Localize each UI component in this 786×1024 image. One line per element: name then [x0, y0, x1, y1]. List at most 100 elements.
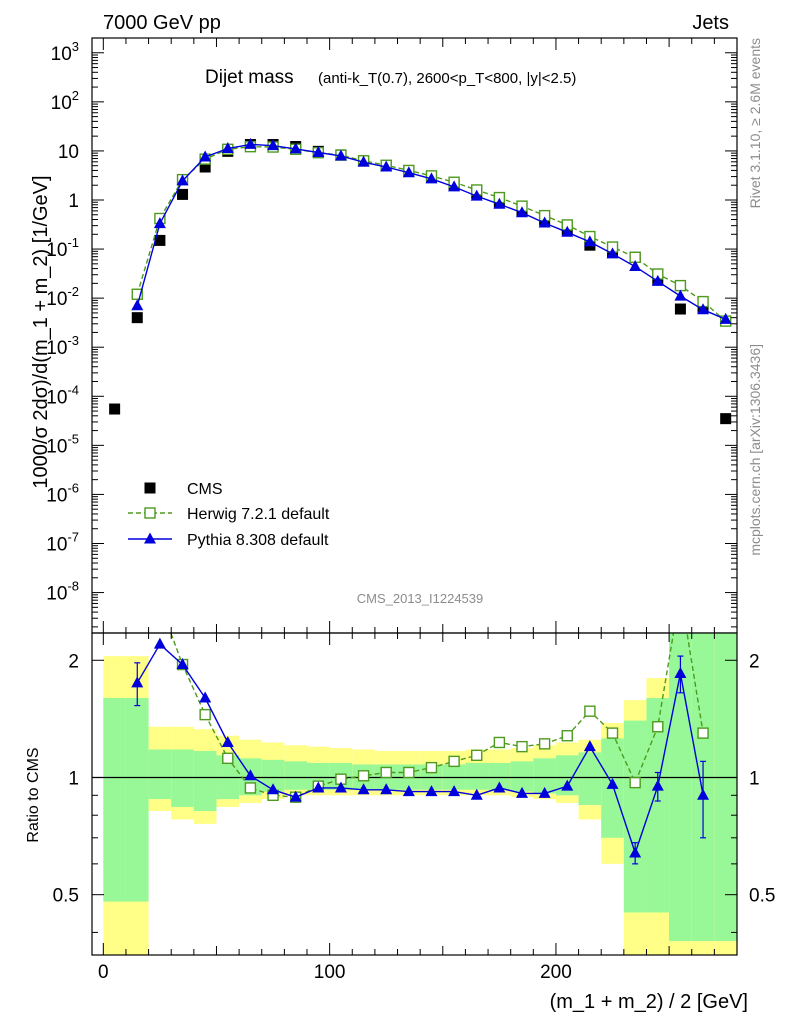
herwig-main-point — [674, 279, 687, 292]
pythia-ratio-point — [221, 735, 234, 747]
pythia-ratio-point — [538, 786, 551, 798]
ratio-frame — [91, 632, 738, 956]
chart-title: Dijet mass — [205, 67, 294, 88]
pythia-ratio-point — [176, 658, 189, 670]
ratio-band-inner — [284, 761, 307, 790]
pythia-main-point — [425, 172, 438, 184]
ratio-series-group — [131, 633, 710, 865]
pythia-main-point — [538, 216, 551, 228]
cms-main-point — [720, 413, 732, 425]
pythia-ratio-point — [493, 781, 506, 793]
pythia-ratio-point — [244, 769, 257, 781]
herwig-ratio-point — [652, 721, 664, 733]
herwig-ratio-point — [697, 727, 709, 739]
pythia-ratio-point — [199, 691, 212, 703]
pythia-main-point — [357, 155, 370, 167]
header-right: Jets — [692, 12, 729, 34]
main-panel: 10-8 10-7 10-6 10-5 10-4 10-3 10-2 10-1 1 10 102 10… — [46, 37, 738, 634]
herwig-ratio-point — [629, 776, 641, 789]
main-y-tick-label: 10-4 — [46, 382, 79, 408]
ratio-band-inner — [193, 750, 217, 812]
ratio-y-axis-label: Ratio to CMS — [25, 747, 42, 842]
cms-main-point — [674, 303, 686, 315]
ratio-y-tick-label: 0.5 — [53, 886, 79, 907]
legend-herwig-marker — [144, 507, 156, 519]
pythia-ratio-point — [153, 637, 166, 649]
x-tick-label: 0 — [98, 962, 109, 983]
main-y-tick-label: 10 — [58, 142, 79, 163]
pythia-ratio-point — [289, 790, 302, 802]
pythia-ratio-point — [629, 846, 642, 858]
main-y-tick-label: 1 — [68, 191, 79, 212]
pythia-ratio-point — [131, 676, 144, 688]
cms-main-point — [199, 161, 211, 173]
ratio-band-inner — [669, 633, 692, 942]
main-y-tick-label: 103 — [51, 39, 79, 65]
main-y-tick-label: 10-5 — [46, 431, 79, 457]
pythia-main-point — [493, 197, 506, 209]
rivet-version-label: Rivet 3.1.10, ≥ 2.6M events — [747, 38, 763, 208]
legend-pythia-marker — [144, 532, 156, 544]
pythia-main-point — [380, 160, 393, 172]
herwig-ratio-point — [448, 755, 460, 768]
herwig-ratio-point — [493, 736, 506, 749]
ratio-band-inner — [103, 698, 126, 902]
pythia-ratio-point — [516, 786, 528, 798]
ratio-y-tick-label-right: 1 — [749, 768, 760, 789]
pythia-main-point — [199, 150, 212, 162]
main-y-tick-label: 10-1 — [46, 235, 79, 261]
herwig-ratio-point — [357, 770, 370, 782]
pythia-ratio-point — [448, 785, 461, 797]
herwig-ratio-point — [606, 727, 619, 739]
ratio-band-inner — [125, 698, 149, 902]
herwig-ratio-point — [561, 730, 573, 742]
herwig-ratio-point — [516, 740, 528, 753]
pythia-main-point — [153, 217, 166, 229]
pythia-main-point — [402, 166, 415, 178]
pythia-ratio-point — [674, 666, 687, 678]
main-y-tick-label: 102 — [51, 88, 79, 114]
chart-title-detail: (anti-k_T(0.7), 2600<p_T<800, |y|<2.5) — [318, 70, 576, 87]
ratio-y-tick-label-right: 0.5 — [749, 886, 775, 907]
pythia-ratio-point — [697, 788, 710, 800]
cms-main-point — [177, 188, 189, 200]
herwig-ratio-point — [199, 708, 211, 721]
pythia-ratio-line — [136, 643, 704, 856]
ratio-band-inner — [623, 720, 647, 913]
pythia-ratio-point — [561, 779, 574, 791]
pythia-main-point — [651, 274, 664, 286]
pythia-ratio-point — [606, 777, 619, 789]
pythia-main-point — [470, 189, 483, 201]
pythia-ratio-point — [357, 783, 370, 795]
pythia-main-point — [674, 289, 687, 301]
ratio-band-inner — [148, 749, 172, 800]
pythia-main-point — [561, 225, 574, 237]
main-y-tick-label: 10-8 — [46, 579, 79, 605]
legend-cms-marker — [144, 482, 156, 494]
mcplots-label: mcplots.cern.ch [arXiv:1306.3436] — [747, 344, 763, 556]
ratio-band-inner — [578, 752, 602, 805]
x-tick-label: 100 — [314, 962, 346, 983]
pythia-main-point — [606, 247, 619, 259]
pythia-main-point — [719, 312, 732, 324]
herwig-ratio-point — [403, 766, 415, 779]
pythia-ratio-point — [267, 783, 280, 795]
pythia-ratio-point — [425, 785, 438, 797]
pythia-ratio-point — [583, 740, 596, 752]
cms-main-point — [131, 312, 143, 324]
ratio-band-inner — [465, 762, 489, 790]
main-y-tick-label: 10-7 — [46, 529, 79, 555]
herwig-ratio-point — [584, 705, 596, 717]
pythia-main-point — [176, 174, 189, 186]
ratio-band-inner — [555, 755, 579, 796]
ratio-y-tick-label-right: 2 — [749, 651, 760, 672]
pythia-ratio-point — [334, 781, 347, 793]
main-y-tick-label: 10-3 — [46, 333, 79, 359]
analysis-id: CMS_2013_I1224539 — [357, 591, 484, 606]
pythia-ratio-point — [402, 785, 415, 797]
pythia-main-point — [448, 180, 461, 192]
ratio-y-tick-label: 2 — [68, 651, 79, 672]
ratio-panel: 0.5 0.5 1 1 2 2 0 100 200 — [53, 632, 775, 983]
pythia-ratio-point — [312, 781, 325, 793]
